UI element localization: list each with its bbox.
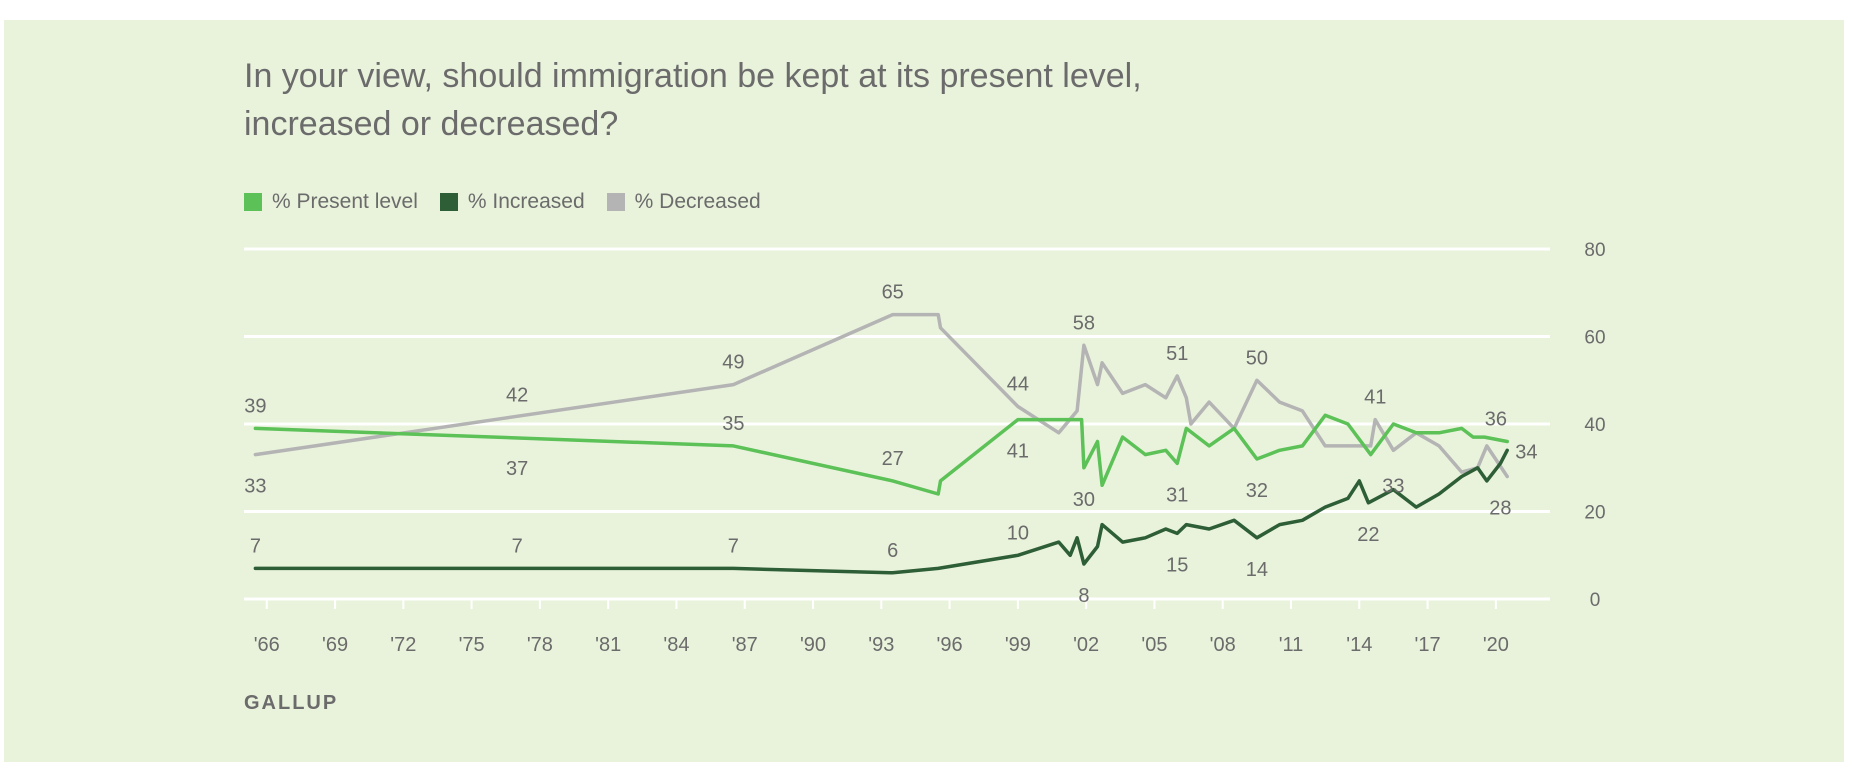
data-label-increased: 14 (1246, 559, 1268, 581)
legend-swatch-increased (439, 193, 458, 211)
y-tick-label: 60 (1584, 328, 1605, 349)
y-tick-label: 80 (1584, 240, 1605, 261)
y-tick-label: 40 (1584, 415, 1605, 436)
legend-item-present: % Present level (244, 190, 418, 214)
data-label-increased: 8 (1078, 585, 1089, 607)
x-tick-label: '05 (1141, 634, 1167, 656)
data-label-decreased: 58 (1073, 312, 1095, 334)
data-label-decreased: 50 (1246, 347, 1268, 369)
x-tick-label: '66 (254, 634, 280, 656)
x-tick-label: '02 (1073, 634, 1099, 656)
chart-title: In your view, should immigration be kept… (244, 52, 1344, 148)
data-label-decreased: 65 (882, 282, 904, 304)
legend-label-present: % Present level (272, 190, 418, 213)
data-label-present: 41 (1007, 441, 1029, 463)
data-label-present: 36 (1485, 409, 1507, 431)
x-tick-label: '17 (1415, 634, 1441, 656)
legend-item-increased: % Increased (439, 190, 585, 214)
data-label-increased: 34 (1515, 441, 1537, 463)
x-tick-label: '08 (1210, 634, 1236, 656)
data-label-present: 30 (1073, 489, 1095, 511)
data-label-present: 37 (506, 458, 528, 480)
chart-legend: % Present level % Increased % Decreased (244, 190, 783, 214)
data-label-present: 35 (722, 413, 744, 435)
series-line-decreased (253, 312, 1509, 479)
data-label-present: 27 (882, 448, 904, 470)
source-label: GALLUP (244, 692, 339, 714)
x-tick-label: '99 (1005, 634, 1031, 656)
y-tick-label: 0 (1590, 590, 1601, 611)
data-label-increased: 7 (728, 535, 739, 557)
y-tick-label: 20 (1584, 503, 1605, 524)
data-label-decreased: 28 (1489, 498, 1511, 520)
data-label-increased: 15 (1166, 554, 1188, 576)
x-tick-label: '87 (732, 634, 758, 656)
data-label-increased: 6 (887, 540, 898, 562)
legend-swatch-present (244, 193, 262, 211)
data-label-increased: 7 (512, 535, 523, 557)
series-line-increased (253, 448, 1509, 575)
chart-title-line-2: increased or decreased? (244, 105, 619, 143)
x-tick-label: '93 (868, 634, 894, 656)
data-label-decreased: 42 (506, 384, 528, 406)
data-label-increased: 7 (250, 535, 261, 557)
chart-title-line-1: In your view, should immigration be kept… (244, 57, 1142, 95)
x-tick-label: '20 (1483, 634, 1509, 656)
data-label-decreased: 51 (1166, 343, 1188, 365)
data-label-decreased: 33 (244, 476, 266, 498)
x-tick-label: '75 (459, 634, 485, 656)
data-label-increased: 10 (1007, 522, 1029, 544)
legend-label-decreased: % Decreased (634, 190, 761, 213)
legend-label-increased: % Increased (467, 190, 585, 213)
x-tick-label: '81 (595, 634, 621, 656)
legend-swatch-decreased (606, 193, 625, 211)
data-label-decreased: 49 (722, 352, 744, 374)
x-tick-label: '72 (390, 634, 416, 656)
data-label-present: 32 (1246, 480, 1268, 502)
chart-panel (4, 20, 1844, 762)
data-label-present: 31 (1166, 484, 1188, 506)
data-label-decreased: 44 (1007, 374, 1029, 396)
x-tick-label: '90 (800, 634, 826, 656)
data-label-present: 39 (244, 395, 266, 417)
x-tick-label: '78 (527, 634, 553, 656)
legend-item-decreased: % Decreased (606, 190, 761, 214)
data-label-present: 33 (1382, 476, 1404, 498)
data-label-decreased: 41 (1364, 387, 1386, 409)
x-tick-label: '96 (937, 634, 963, 656)
series-line-present (253, 413, 1509, 496)
x-tick-label: '84 (663, 634, 689, 656)
x-tick-label: '11 (1279, 634, 1304, 656)
x-tick-label: '14 (1346, 634, 1372, 656)
data-label-increased: 22 (1357, 524, 1379, 546)
x-tick-label: '69 (322, 634, 348, 656)
